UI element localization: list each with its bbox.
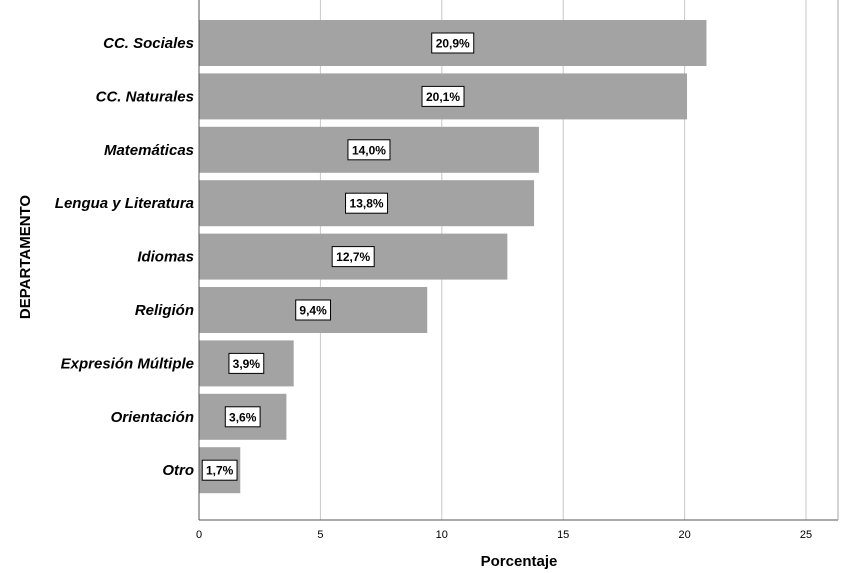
category-label: Otro [162, 462, 194, 479]
category-label: CC. Naturales [96, 88, 194, 105]
data-label: 1,7% [206, 464, 234, 478]
data-label: 9,4% [299, 304, 327, 318]
category-label: Lengua y Literatura [55, 195, 194, 212]
category-label: Idiomas [137, 249, 194, 266]
data-label-box [431, 32, 475, 54]
x-tick-label: 15 [557, 529, 569, 541]
x-axis-label: Porcentaje [481, 553, 558, 570]
x-tick-label: 10 [436, 529, 448, 541]
data-label-box [295, 299, 332, 321]
y-axis-label: DEPARTAMENTO [17, 195, 34, 320]
data-label-box [224, 406, 261, 428]
data-label-box [228, 352, 265, 374]
category-label: Matemáticas [104, 142, 194, 159]
data-label: 20,1% [426, 90, 460, 104]
x-tick-label: 5 [317, 529, 323, 541]
data-label-box [347, 139, 391, 161]
data-label-box [421, 85, 465, 107]
x-tick-label: 0 [196, 529, 202, 541]
category-label: CC. Sociales [103, 35, 194, 52]
data-label: 12,7% [336, 250, 370, 264]
x-tick-label: 25 [800, 529, 812, 541]
data-label: 3,9% [233, 357, 261, 371]
category-label: Orientación [111, 409, 194, 426]
data-label: 20,9% [436, 37, 470, 51]
data-label-box [201, 459, 238, 481]
data-label-box [331, 246, 375, 268]
data-label: 3,6% [229, 410, 257, 424]
data-label: 13,8% [350, 197, 384, 211]
data-label-box [345, 192, 389, 214]
category-label: Religión [135, 302, 194, 319]
data-label: 14,0% [352, 143, 386, 157]
x-tick-label: 20 [678, 529, 690, 541]
category-label: Expresión Múltiple [61, 355, 194, 372]
